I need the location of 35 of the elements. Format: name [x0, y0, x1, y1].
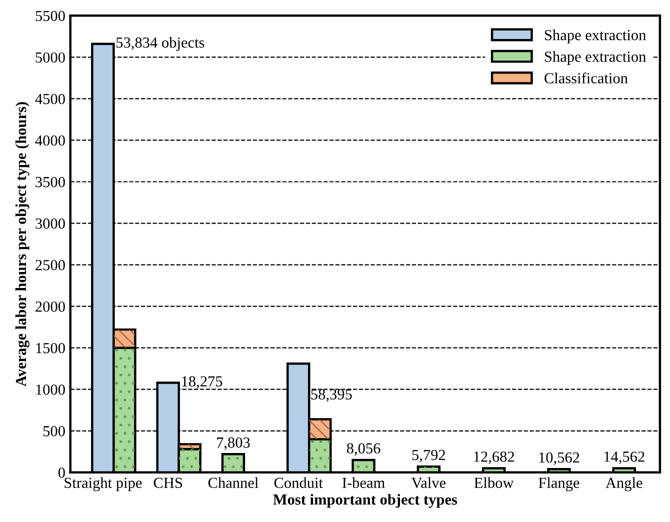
annotation: 8,056 [346, 443, 380, 456]
x-tick-label: Conduit [274, 477, 323, 488]
annotation: 12,682 [474, 452, 514, 464]
x-tick-label: Valve [411, 477, 446, 488]
y-tick-label: 3000 [36, 218, 65, 229]
annotation: 10,562 [539, 452, 580, 465]
x-tick-label: Flange [538, 477, 580, 492]
y-tick-label: 0 [58, 468, 65, 478]
x-tick-label: Angle [606, 477, 642, 492]
x-tick-label: Straight pipe [64, 477, 142, 492]
x-tick-label: CHS [154, 478, 182, 488]
y-tick-label: 500 [43, 426, 65, 436]
y-tick-label: 2500 [36, 260, 65, 270]
y-tick-label: 1000 [36, 384, 65, 395]
annotation: 14,562 [604, 452, 644, 464]
x-tick-label: I-beam [342, 477, 385, 488]
legend-label: Classification [544, 72, 628, 84]
y-tick-label: 5000 [36, 52, 65, 63]
annotation: 7,803 [217, 437, 250, 450]
annotation: 58,395 [311, 389, 352, 402]
x-tick-label: Elbow [474, 477, 514, 488]
annotation: 53,834 objects [116, 36, 204, 51]
y-axis-title: Average labor hours per object type (hours) [15, 102, 30, 386]
annotation: 18,275 [182, 376, 222, 389]
y-tick-label: 5500 [36, 10, 65, 22]
x-tick-label: Channel [208, 477, 258, 488]
x-axis-title: Most important object types [273, 494, 458, 508]
y-tick-label: 3500 [36, 176, 65, 188]
y-tick-label: 4500 [35, 94, 65, 104]
y-tick-label: 1500 [36, 342, 65, 354]
legend-label: Shape extraction [544, 30, 646, 44]
y-tick-label: 4000 [35, 135, 65, 146]
annotation: 5,792 [412, 450, 446, 462]
legend-label: Shape extraction [544, 51, 646, 65]
y-tick-label: 2000 [36, 301, 65, 312]
